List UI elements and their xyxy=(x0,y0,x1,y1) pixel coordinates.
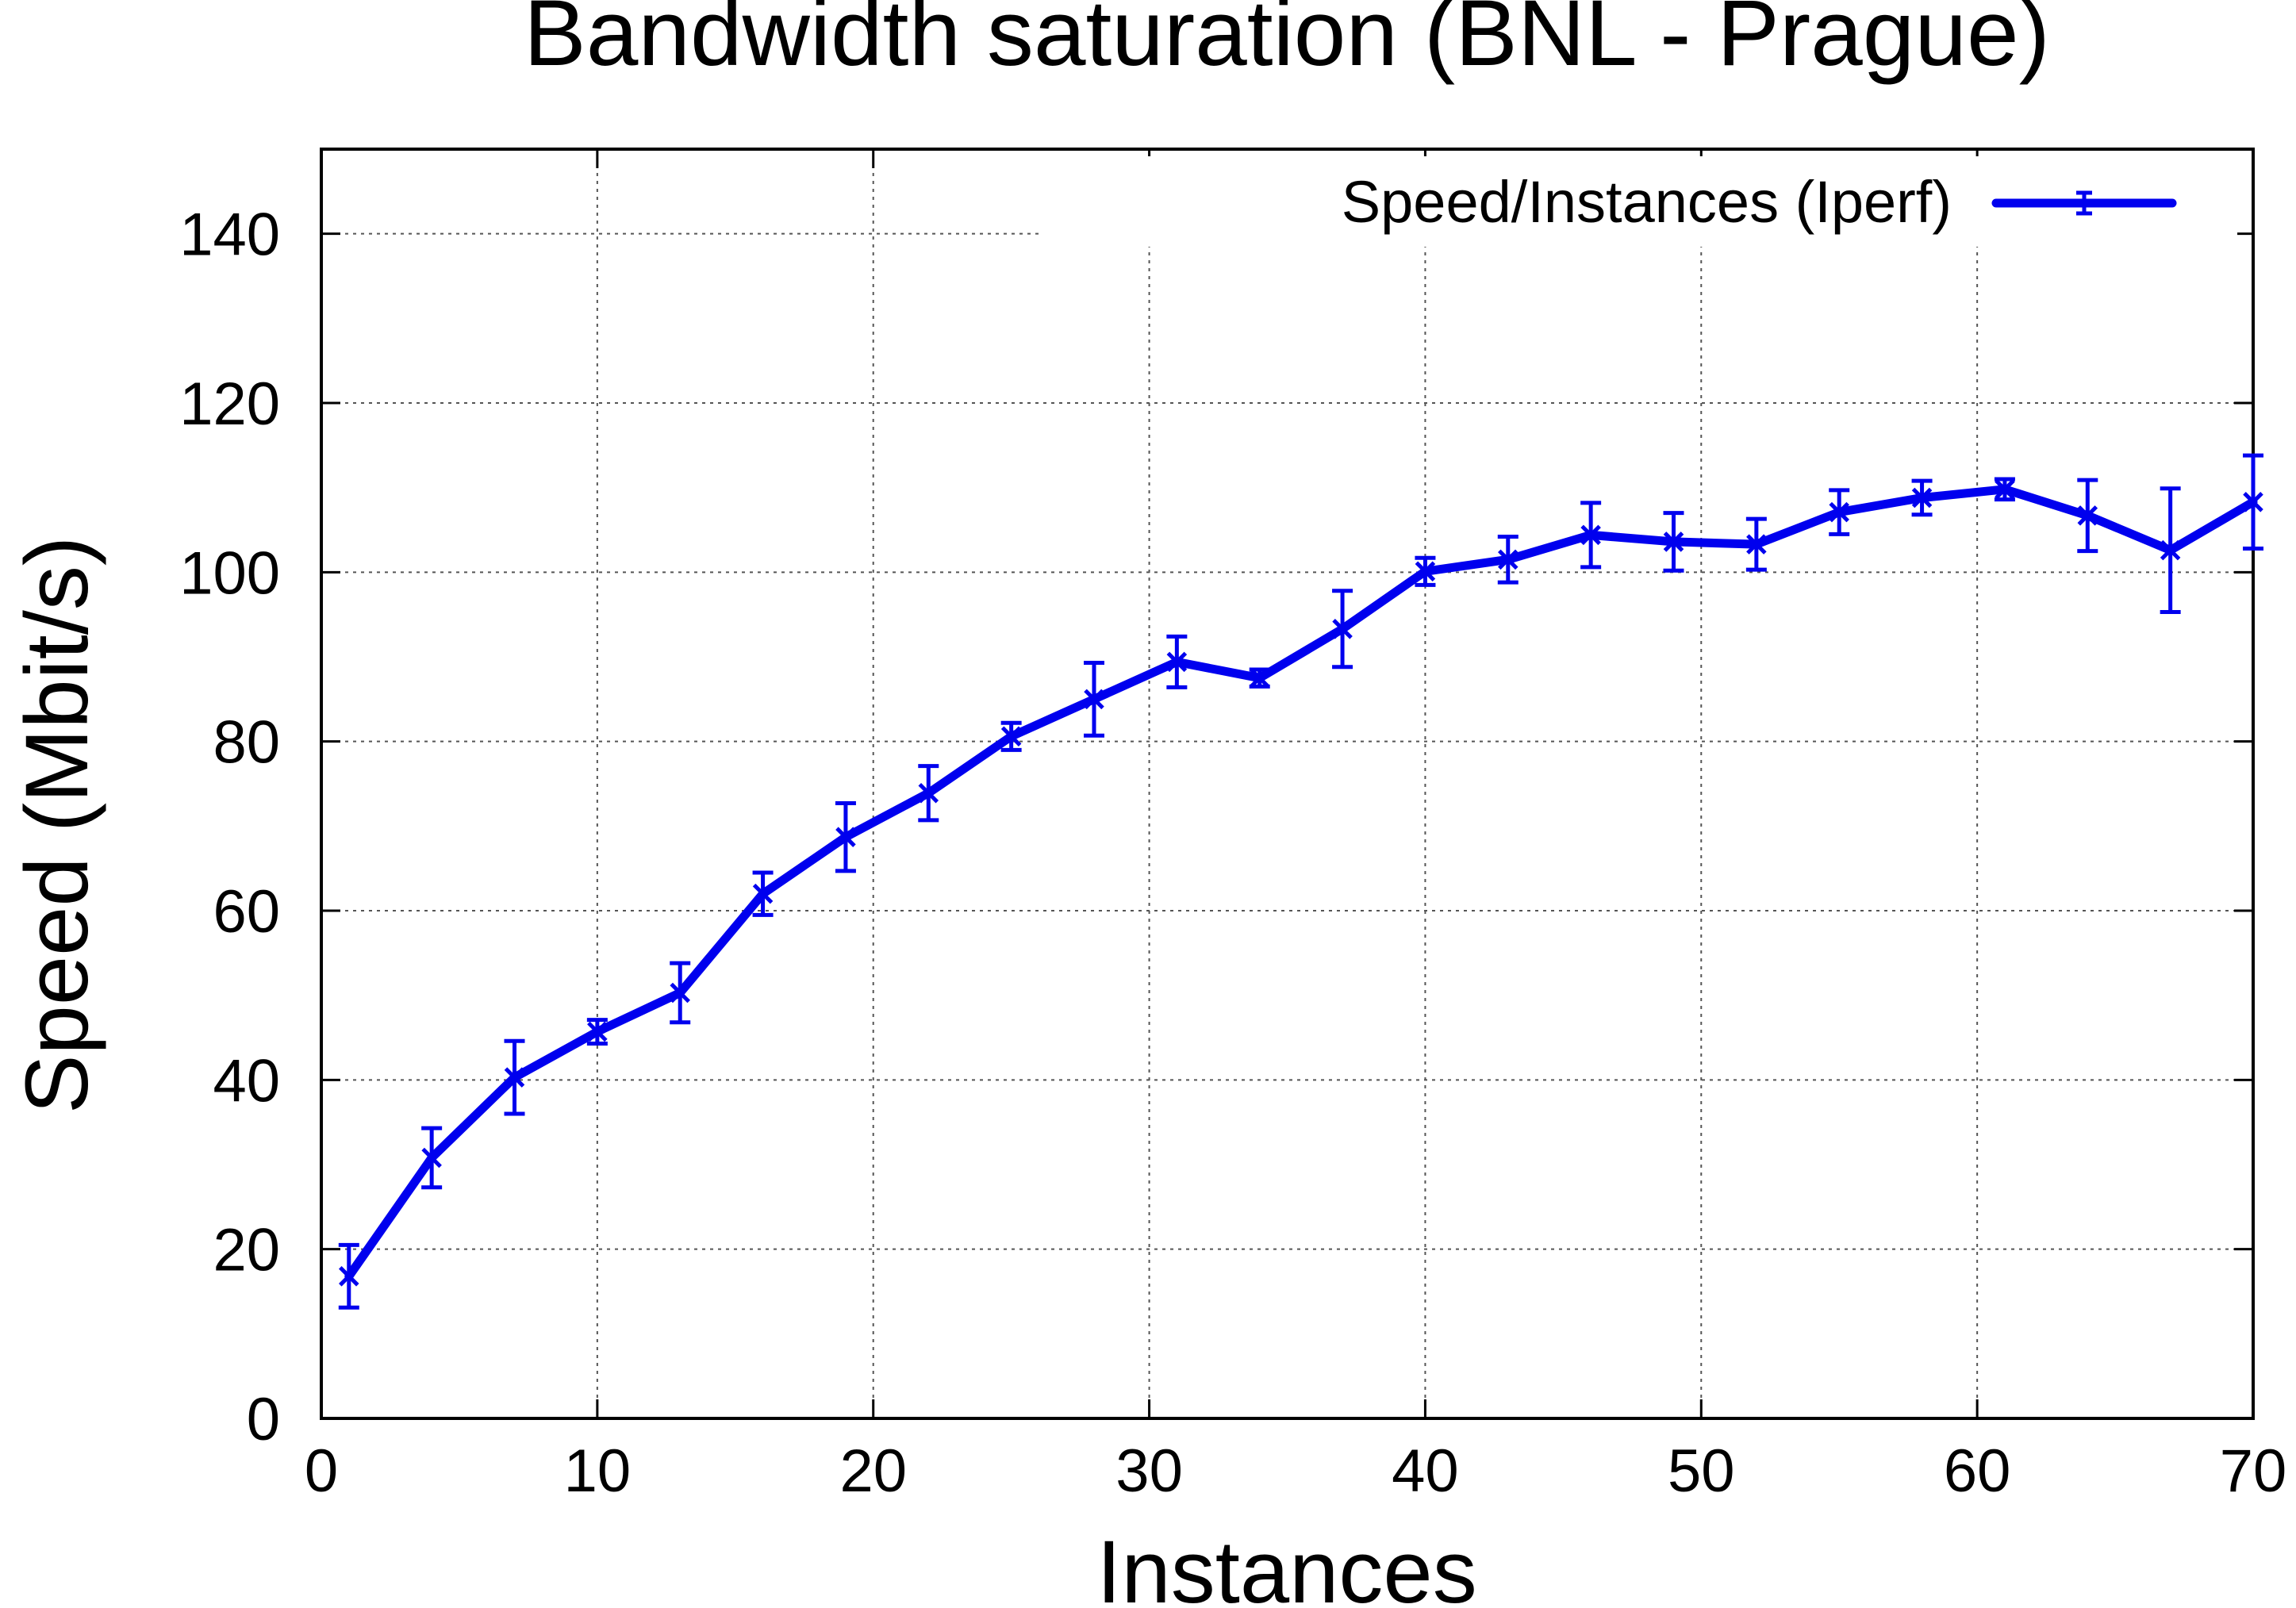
plot-frame xyxy=(320,148,2255,1420)
y-axis-title: Speed (Mbit/s) xyxy=(7,536,106,1114)
x-tick-label: 60 xyxy=(1944,1437,2011,1505)
data-point xyxy=(339,1266,359,1287)
x-tick-label: 50 xyxy=(1668,1437,1735,1505)
y-tick-label: 40 xyxy=(213,1047,280,1115)
data-point-mark xyxy=(1498,549,1519,570)
data-point xyxy=(835,827,856,847)
data-point-mark xyxy=(1249,667,1270,689)
data-point-mark xyxy=(1995,479,2015,500)
x-tick-label: 70 xyxy=(2220,1437,2287,1505)
y-tick-label: 140 xyxy=(179,201,280,269)
legend: Speed/Instances (Iperf) xyxy=(1039,156,2237,247)
data-point-mark xyxy=(1663,532,1684,552)
data-point-mark xyxy=(918,782,939,804)
x-axis-title: Instances xyxy=(1096,1522,1476,1608)
x-tick-label: 20 xyxy=(839,1437,907,1505)
data-point xyxy=(1166,651,1188,673)
data-point-mark xyxy=(1084,689,1104,710)
data-point xyxy=(1746,534,1767,555)
data-point-mark xyxy=(2160,539,2181,561)
data-point xyxy=(421,1147,442,1169)
data-point-mark xyxy=(1746,534,1767,555)
data-point-mark xyxy=(1829,501,1849,523)
data-point xyxy=(1911,487,1933,508)
data-point xyxy=(2160,539,2181,561)
series-layer xyxy=(338,453,2263,1310)
data-point xyxy=(504,1067,525,1088)
data-point xyxy=(1580,524,1601,546)
data-point xyxy=(2077,505,2098,526)
data-point xyxy=(587,1021,608,1042)
data-point-mark xyxy=(1000,726,1022,747)
data-point-mark xyxy=(339,1266,359,1287)
legend-label: Speed/Instances (Iperf) xyxy=(1342,169,1952,235)
data-point-mark xyxy=(2077,505,2098,526)
grid-lines xyxy=(321,149,2253,1418)
data-point xyxy=(670,982,690,1004)
data-point-mark xyxy=(1332,619,1353,639)
series-0 xyxy=(338,453,2263,1310)
y-tick-label: 0 xyxy=(247,1386,280,1453)
data-point-mark xyxy=(421,1147,442,1169)
y-tick-label: 20 xyxy=(213,1217,280,1284)
data-point-mark xyxy=(1580,524,1601,546)
data-point xyxy=(1498,549,1519,570)
y-tick-label: 120 xyxy=(179,370,280,438)
data-point-mark xyxy=(835,827,856,847)
data-point xyxy=(1084,689,1104,710)
data-point xyxy=(1000,726,1022,747)
x-tick-label: 0 xyxy=(305,1437,338,1505)
data-point-mark xyxy=(504,1067,525,1088)
data-point-mark xyxy=(587,1021,608,1042)
y-tick-label: 60 xyxy=(213,878,280,946)
data-point-mark xyxy=(752,883,774,904)
axes xyxy=(320,148,2255,1420)
x-tick-label: 40 xyxy=(1392,1437,1459,1505)
tick-labels: 0 10 20 30 40 50 60 70 0 20 40 60 80 100 120 140 xyxy=(179,201,2286,1505)
data-point xyxy=(1415,561,1436,582)
data-point xyxy=(752,883,774,904)
y-tick-label: 80 xyxy=(213,709,280,777)
data-point xyxy=(1663,532,1684,552)
data-point-mark xyxy=(670,982,690,1004)
x-tick-label: 10 xyxy=(564,1437,632,1505)
data-point xyxy=(918,782,939,804)
y-tick-label: 100 xyxy=(179,539,280,607)
data-point xyxy=(2243,492,2263,512)
x-tick-label: 30 xyxy=(1115,1437,1183,1505)
data-point xyxy=(1995,479,2015,500)
data-point-mark xyxy=(2243,492,2263,512)
data-point-mark xyxy=(1166,651,1188,673)
data-point xyxy=(1332,619,1353,639)
legend-swatch xyxy=(1991,190,2177,216)
chart-title: Bandwidth saturation (BNL - Prague) xyxy=(524,0,2050,86)
data-point-mark xyxy=(1415,561,1436,582)
series-line xyxy=(344,485,2258,1281)
data-point-mark xyxy=(1911,487,1933,508)
data-point xyxy=(1249,667,1270,689)
data-point xyxy=(1829,501,1849,523)
